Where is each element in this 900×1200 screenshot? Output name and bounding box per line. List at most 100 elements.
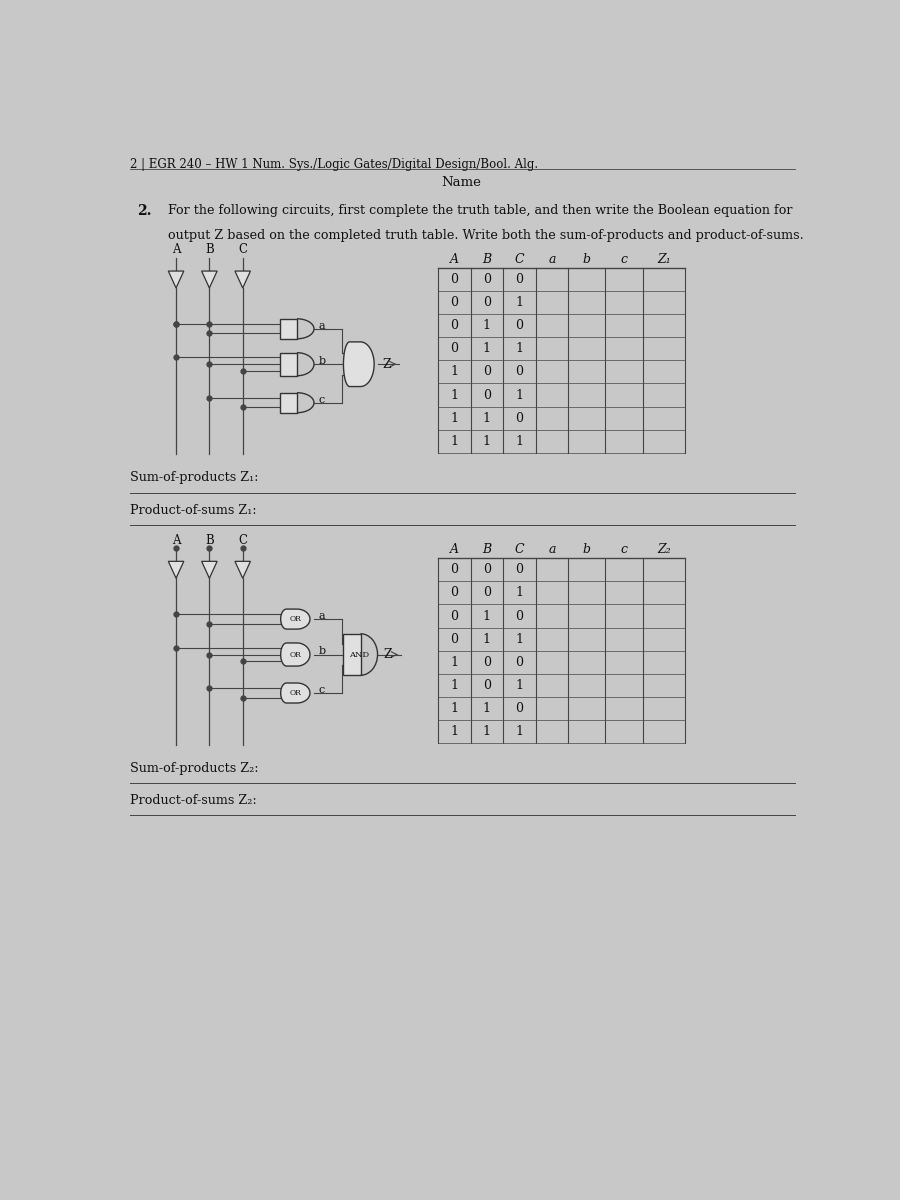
Text: C: C <box>238 244 248 257</box>
Text: b: b <box>319 356 326 366</box>
Text: 1: 1 <box>516 296 524 310</box>
Text: output Z based on the completed truth table. Write both the sum-of-products and : output Z based on the completed truth ta… <box>168 229 804 241</box>
Text: 0: 0 <box>482 274 491 286</box>
Text: 0: 0 <box>482 587 491 600</box>
Text: 1: 1 <box>482 610 491 623</box>
Text: 0: 0 <box>516 563 524 576</box>
Text: 1: 1 <box>450 434 458 448</box>
Text: Sum-of-products Z₂:: Sum-of-products Z₂: <box>130 762 258 774</box>
Text: 1: 1 <box>450 725 458 738</box>
Text: B: B <box>205 534 214 547</box>
Text: 1: 1 <box>482 725 491 738</box>
Text: B: B <box>482 252 491 265</box>
Text: Name: Name <box>441 176 482 190</box>
Text: Product-of-sums Z₂:: Product-of-sums Z₂: <box>130 794 256 806</box>
Text: 1: 1 <box>482 632 491 646</box>
Text: AND: AND <box>349 650 369 659</box>
Text: 0: 0 <box>450 296 458 310</box>
Text: A: A <box>172 244 180 257</box>
Text: 0: 0 <box>482 563 491 576</box>
Text: 1: 1 <box>516 632 524 646</box>
Polygon shape <box>344 634 361 676</box>
Text: B: B <box>205 244 214 257</box>
Text: 0: 0 <box>450 587 458 600</box>
Text: C: C <box>515 252 524 265</box>
Text: 1: 1 <box>450 366 458 378</box>
Polygon shape <box>281 643 310 666</box>
Text: a: a <box>319 611 325 622</box>
Text: 0: 0 <box>516 655 524 668</box>
Text: 2.: 2. <box>138 204 152 218</box>
Polygon shape <box>202 562 217 578</box>
Text: 0: 0 <box>450 319 458 332</box>
Text: 1: 1 <box>450 702 458 715</box>
Text: a: a <box>548 252 555 265</box>
Text: A: A <box>172 534 180 547</box>
Text: 0: 0 <box>516 610 524 623</box>
Text: Z: Z <box>383 648 392 661</box>
Text: OR: OR <box>290 689 302 697</box>
Text: C: C <box>515 542 524 556</box>
Text: 1: 1 <box>516 342 524 355</box>
Text: 0: 0 <box>516 366 524 378</box>
Text: a: a <box>548 542 555 556</box>
Text: 0: 0 <box>450 632 458 646</box>
Text: Product-of-sums Z₁:: Product-of-sums Z₁: <box>130 504 256 516</box>
Text: 0: 0 <box>482 389 491 402</box>
Text: 0: 0 <box>516 274 524 286</box>
Text: OR: OR <box>290 616 302 623</box>
Text: c: c <box>319 685 325 695</box>
Polygon shape <box>280 319 297 338</box>
Text: OR: OR <box>290 650 302 659</box>
Text: 1: 1 <box>482 702 491 715</box>
Text: 0: 0 <box>450 274 458 286</box>
Text: 0: 0 <box>482 366 491 378</box>
Polygon shape <box>235 271 250 288</box>
Text: 1: 1 <box>482 319 491 332</box>
Text: Z₂: Z₂ <box>657 542 670 556</box>
Text: 0: 0 <box>516 412 524 425</box>
Polygon shape <box>344 342 374 386</box>
Text: 0: 0 <box>516 702 524 715</box>
Text: 0: 0 <box>482 679 491 692</box>
Text: 1: 1 <box>516 434 524 448</box>
Text: Sum-of-products Z₁:: Sum-of-products Z₁: <box>130 472 258 485</box>
Text: 1: 1 <box>516 725 524 738</box>
Text: 1: 1 <box>482 412 491 425</box>
Text: c: c <box>620 252 627 265</box>
Text: a: a <box>319 320 325 331</box>
Polygon shape <box>280 353 297 376</box>
Polygon shape <box>235 562 250 578</box>
Text: For the following circuits, first complete the truth table, and then write the B: For the following circuits, first comple… <box>168 204 793 217</box>
Text: 1: 1 <box>482 434 491 448</box>
Polygon shape <box>281 683 310 703</box>
Polygon shape <box>168 562 184 578</box>
Text: 1: 1 <box>450 389 458 402</box>
Text: 1: 1 <box>450 412 458 425</box>
Text: B: B <box>482 542 491 556</box>
Text: 0: 0 <box>450 563 458 576</box>
Text: 1: 1 <box>516 587 524 600</box>
Text: 0: 0 <box>450 342 458 355</box>
Text: b: b <box>583 252 590 265</box>
Text: 2 | EGR 240 – HW 1 Num. Sys./Logic Gates/Digital Design/Bool. Alg.: 2 | EGR 240 – HW 1 Num. Sys./Logic Gates… <box>130 158 537 170</box>
Polygon shape <box>202 271 217 288</box>
Text: Z₁: Z₁ <box>657 252 670 265</box>
Text: Z: Z <box>382 358 391 371</box>
Text: 0: 0 <box>450 610 458 623</box>
Text: 1: 1 <box>482 342 491 355</box>
Text: b: b <box>319 647 326 656</box>
Text: c: c <box>319 395 325 404</box>
Text: 0: 0 <box>516 319 524 332</box>
Text: 1: 1 <box>516 679 524 692</box>
Text: 0: 0 <box>482 655 491 668</box>
Polygon shape <box>281 610 310 629</box>
Polygon shape <box>280 392 297 413</box>
Text: A: A <box>450 252 459 265</box>
Text: 1: 1 <box>450 679 458 692</box>
Text: c: c <box>620 542 627 556</box>
Text: 1: 1 <box>450 655 458 668</box>
Text: 0: 0 <box>482 296 491 310</box>
Text: C: C <box>238 534 248 547</box>
Text: 1: 1 <box>516 389 524 402</box>
